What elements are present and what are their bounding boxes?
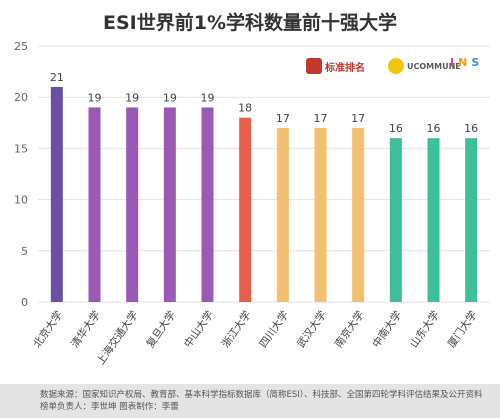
logo-1-text: 标准排名 (325, 62, 365, 74)
bar-value-label: 17 (314, 112, 328, 125)
y-tick-label: 10 (14, 194, 28, 207)
bar-value-label: 17 (276, 112, 290, 125)
bar (427, 138, 440, 302)
bar-chart: 0 5 10 15 20 25 21 19 19 19 19 18 17 17 17 16 16 16 北京大学… (14, 40, 490, 367)
brand-logo-biaozhun: 标准排名 (306, 58, 365, 74)
bar-value-label: 18 (238, 102, 252, 115)
x-tick-label: 武汉大学 (294, 308, 329, 350)
bar-value-label: 19 (88, 91, 102, 104)
x-tick-label: 四川大学 (257, 308, 292, 350)
bar-value-label: 17 (351, 112, 365, 125)
x-tick-label: 北京大学 (31, 308, 66, 350)
x-tick-label: 厦门大学 (445, 308, 480, 350)
bar-value-label: 16 (464, 122, 478, 135)
x-tick-label: 南京大学 (332, 308, 367, 350)
bar (239, 117, 252, 303)
bar (201, 107, 214, 302)
bar (465, 138, 478, 302)
chart-title: ESI世界前1%学科数量前十强大学 (103, 12, 397, 34)
y-tick-label: 20 (14, 91, 28, 104)
bar (276, 127, 289, 302)
bar (352, 127, 365, 302)
x-tick-label: 复旦大学 (144, 308, 179, 350)
bar-value-label: 16 (389, 122, 403, 135)
bar (163, 107, 176, 302)
bar (50, 86, 63, 303)
y-tick-label: 0 (21, 296, 28, 309)
ranking-logo-icon (306, 58, 322, 74)
ucommune-logo-icon (388, 58, 404, 74)
y-tick-label: 15 (14, 142, 28, 155)
bar-value-label: 19 (163, 91, 177, 104)
x-tick-label: 浙江大学 (219, 308, 254, 350)
x-tick-label: 中山大学 (181, 308, 216, 350)
logo-2-text: UCOMMUNE (407, 61, 461, 71)
logo-3-letter-3: S (471, 56, 481, 69)
bar-value-label: 19 (125, 91, 139, 104)
y-tick-label: 5 (21, 245, 28, 258)
footer-source-line: 数据来源：国家知识产权局、教育部、基本科学指标数据库（简称ESI）、科技部、全国… (40, 390, 483, 400)
bar (88, 107, 101, 302)
x-tick-label: 清华大学 (68, 308, 103, 350)
bar-value-label: 21 (50, 71, 64, 84)
bar (126, 107, 139, 302)
source-footer: 数据来源：国家知识产权局、教育部、基本科学指标数据库（简称ESI）、科技部、全国… (0, 384, 500, 418)
bar-value-label: 16 (427, 122, 441, 135)
bar (314, 127, 327, 302)
logo-3-letter-2: N (458, 56, 469, 69)
x-tick-label: 中南大学 (370, 308, 405, 350)
y-tick-label: 25 (14, 40, 28, 53)
brand-logo-ucommune: UCOMMUNE (388, 58, 461, 74)
logo-3-letter-1: I (450, 56, 456, 69)
bar (389, 138, 402, 302)
footer-credit-line: 榜单负责人：李世坤 图表制作：李蕾 (40, 402, 179, 412)
x-tick-label: 山东大学 (407, 308, 442, 350)
bar-value-label: 19 (201, 91, 215, 104)
